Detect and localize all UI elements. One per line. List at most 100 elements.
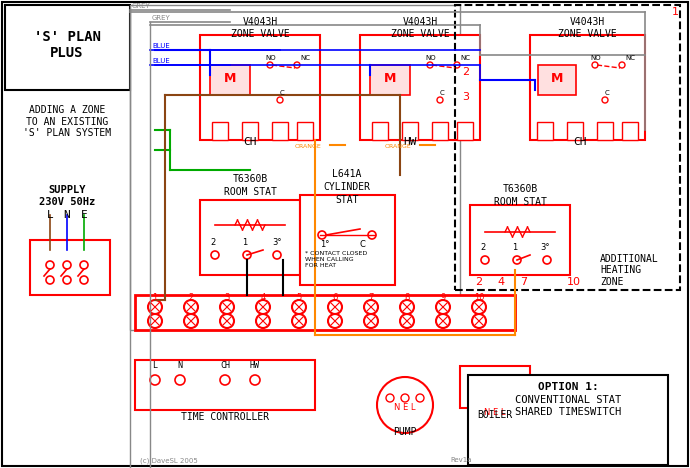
Text: 3°: 3° xyxy=(272,238,282,247)
Text: V4043H: V4043H xyxy=(569,17,604,27)
Text: GREY: GREY xyxy=(132,3,150,9)
Text: NO: NO xyxy=(425,55,435,61)
Bar xyxy=(468,375,668,465)
Text: ROOM STAT: ROOM STAT xyxy=(493,197,546,207)
Text: BLUE: BLUE xyxy=(152,58,170,64)
Bar xyxy=(272,122,288,140)
Bar xyxy=(457,122,473,140)
Bar xyxy=(460,366,530,408)
Text: CONVENTIONAL STAT
SHARED TIMESWITCH: CONVENTIONAL STAT SHARED TIMESWITCH xyxy=(515,395,621,417)
Text: NC: NC xyxy=(300,55,310,61)
Text: L641A: L641A xyxy=(333,169,362,179)
Text: L: L xyxy=(47,210,53,220)
Text: 4: 4 xyxy=(260,293,266,302)
Text: 1: 1 xyxy=(152,293,157,302)
Text: ADDITIONAL
HEATING
ZONE: ADDITIONAL HEATING ZONE xyxy=(600,254,659,287)
Text: 1: 1 xyxy=(672,7,679,17)
Text: Rev1a: Rev1a xyxy=(450,457,471,463)
Text: NC: NC xyxy=(625,55,635,61)
Bar xyxy=(130,5,460,330)
Text: C: C xyxy=(280,90,285,96)
Bar xyxy=(537,122,553,140)
Text: T6360B: T6360B xyxy=(233,174,268,184)
Text: 8: 8 xyxy=(404,293,410,302)
Text: CH: CH xyxy=(244,137,257,147)
Text: HW: HW xyxy=(250,361,260,370)
Text: V4043H: V4043H xyxy=(402,17,437,27)
Text: N: N xyxy=(63,210,70,220)
Text: 2: 2 xyxy=(475,277,482,287)
Text: V4043H: V4043H xyxy=(242,17,277,27)
Text: CYLINDER: CYLINDER xyxy=(324,182,371,192)
Text: OPTION 1:: OPTION 1: xyxy=(538,382,598,392)
Text: 2: 2 xyxy=(210,238,215,247)
Text: ORANGE: ORANGE xyxy=(385,144,412,149)
Bar xyxy=(432,122,448,140)
Text: 2: 2 xyxy=(188,293,194,302)
Text: HW: HW xyxy=(403,137,417,147)
Bar xyxy=(212,122,228,140)
Text: M: M xyxy=(224,72,236,85)
Text: M: M xyxy=(384,72,396,85)
Bar xyxy=(210,65,250,95)
Text: 5: 5 xyxy=(297,293,302,302)
Text: N E L: N E L xyxy=(394,403,416,412)
Text: T6360B: T6360B xyxy=(502,184,538,194)
Text: (c) DaveSL 2005: (c) DaveSL 2005 xyxy=(140,457,198,463)
Text: 1°: 1° xyxy=(320,240,329,249)
Text: C: C xyxy=(440,90,445,96)
Text: 7: 7 xyxy=(520,277,527,287)
Text: ZONE VALVE: ZONE VALVE xyxy=(230,29,289,39)
Text: 10: 10 xyxy=(567,277,581,287)
Text: ADDING A ZONE
TO AN EXISTING
'S' PLAN SYSTEM: ADDING A ZONE TO AN EXISTING 'S' PLAN SY… xyxy=(23,105,111,138)
Text: ZONE VALVE: ZONE VALVE xyxy=(558,29,616,39)
Bar xyxy=(622,122,638,140)
Text: 3°: 3° xyxy=(540,243,549,252)
Text: 9: 9 xyxy=(440,293,446,302)
Text: M: M xyxy=(551,72,563,85)
Bar xyxy=(297,122,313,140)
Text: NO: NO xyxy=(590,55,600,61)
Text: GREY: GREY xyxy=(152,15,170,21)
Bar xyxy=(135,360,315,410)
Text: STAT: STAT xyxy=(335,195,359,205)
Text: 'S' PLAN
PLUS: 'S' PLAN PLUS xyxy=(34,30,101,60)
FancyBboxPatch shape xyxy=(5,5,130,90)
Text: C: C xyxy=(605,90,610,96)
Bar xyxy=(538,65,576,95)
Text: 2: 2 xyxy=(462,67,469,77)
Bar xyxy=(597,122,613,140)
Text: ORANGE: ORANGE xyxy=(295,144,322,149)
Text: N E L: N E L xyxy=(484,408,506,417)
Text: 3: 3 xyxy=(462,92,469,102)
Text: C: C xyxy=(360,240,366,249)
Text: 4: 4 xyxy=(497,277,504,287)
Text: 1: 1 xyxy=(512,243,518,252)
Bar xyxy=(402,122,418,140)
Bar xyxy=(360,35,480,140)
Bar xyxy=(200,200,300,275)
Bar xyxy=(370,65,410,95)
Text: L: L xyxy=(152,361,157,370)
Text: BLUE: BLUE xyxy=(152,43,170,49)
Text: 3: 3 xyxy=(224,293,230,302)
Text: ROOM STAT: ROOM STAT xyxy=(224,187,277,197)
Bar xyxy=(530,35,645,140)
Text: ZONE VALVE: ZONE VALVE xyxy=(391,29,449,39)
Bar xyxy=(300,195,395,285)
Bar xyxy=(567,122,583,140)
Bar xyxy=(372,122,388,140)
Bar xyxy=(30,240,110,295)
Text: 1: 1 xyxy=(242,238,247,247)
Bar xyxy=(135,295,515,330)
Text: 10: 10 xyxy=(474,293,484,302)
Text: * CONTACT CLOSED
WHEN CALLING
FOR HEAT: * CONTACT CLOSED WHEN CALLING FOR HEAT xyxy=(305,251,367,268)
Text: 6: 6 xyxy=(333,293,337,302)
Text: CH: CH xyxy=(220,361,230,370)
Text: E: E xyxy=(81,210,88,220)
Text: 2: 2 xyxy=(480,243,485,252)
Bar xyxy=(455,5,680,290)
Text: PUMP: PUMP xyxy=(393,427,417,437)
Bar xyxy=(200,35,320,140)
Text: NC: NC xyxy=(460,55,470,61)
